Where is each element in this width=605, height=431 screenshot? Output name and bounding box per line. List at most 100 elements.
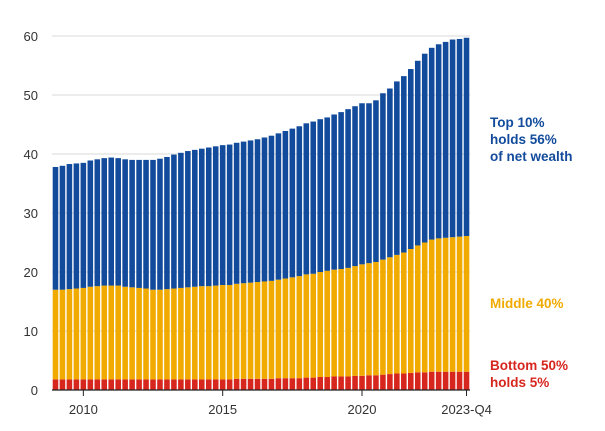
x-tick-label: 2023-Q4 <box>441 402 492 417</box>
x-tick-label: 2010 <box>69 402 98 417</box>
bar-top-10 <box>338 112 344 270</box>
y-tick-label: 30 <box>24 206 38 221</box>
bar-top-10 <box>394 81 400 255</box>
bar-bottom-50 <box>310 377 317 390</box>
bar-top-10 <box>122 159 128 287</box>
y-tick-label: 0 <box>31 383 38 398</box>
bar-top-10 <box>324 117 330 271</box>
bar-bottom-50 <box>449 371 456 390</box>
bar-middle-40 <box>212 285 219 380</box>
bar-middle-40 <box>150 289 156 380</box>
bar-top-10 <box>268 135 275 281</box>
bar-top-10 <box>401 76 407 253</box>
bar-bottom-50 <box>414 372 421 390</box>
y-tick-label: 60 <box>24 29 38 44</box>
bar-bottom-50 <box>373 375 379 390</box>
label-top-line1: Top 10% <box>490 115 545 130</box>
bar-top-10 <box>59 165 66 290</box>
bar-top-10 <box>289 128 296 278</box>
bar-top-10 <box>317 119 323 272</box>
bar-top-10 <box>101 158 108 286</box>
bar-top-10 <box>428 47 435 240</box>
bar-bottom-50 <box>359 375 365 390</box>
bar-bottom-50 <box>345 376 351 390</box>
bar-bottom-50 <box>463 371 470 390</box>
bar-top-10 <box>73 163 80 289</box>
bar-top-10 <box>296 126 303 277</box>
bar-bottom-50 <box>428 371 435 390</box>
bar-middle-40 <box>185 287 191 380</box>
bar-bottom-50 <box>164 379 170 390</box>
bar-bottom-50 <box>387 374 393 390</box>
bar-middle-40 <box>129 287 135 380</box>
bar-top-10 <box>136 159 142 288</box>
bar-middle-40 <box>456 236 463 372</box>
bar-top-10 <box>192 149 198 287</box>
bar-bottom-50 <box>401 373 407 390</box>
x-tick-label: 2015 <box>208 402 237 417</box>
bar-middle-40 <box>199 286 205 380</box>
bar-top-10 <box>310 121 317 274</box>
bar-middle-40 <box>449 237 456 372</box>
bar-middle-40 <box>254 282 261 379</box>
bar-top-10 <box>366 103 372 264</box>
bar-top-10 <box>157 158 163 290</box>
bar-bottom-50 <box>73 379 80 390</box>
bar-middle-40 <box>268 280 275 379</box>
bar-bottom-50 <box>408 372 414 390</box>
bar-middle-40 <box>122 286 128 380</box>
bar-bottom-50 <box>219 379 226 390</box>
bar-top-10 <box>463 37 470 237</box>
bar-middle-40 <box>66 289 73 380</box>
bar-top-10 <box>282 130 289 279</box>
bar-middle-40 <box>108 285 114 380</box>
x-axis-ticks: 2010 2015 2020 2023-Q4 <box>69 390 492 417</box>
y-axis-ticks: 0 10 20 30 40 50 60 <box>24 29 38 398</box>
bar-bottom-50 <box>108 379 114 390</box>
bar-bottom-50 <box>366 375 372 390</box>
bar-middle-40 <box>345 267 351 377</box>
bar-bottom-50 <box>192 379 198 390</box>
bar-bottom-50 <box>240 378 247 390</box>
bar-top-10 <box>199 148 205 287</box>
bar-top-10 <box>80 162 87 288</box>
bar-bottom-50 <box>254 378 261 390</box>
bar-top-10 <box>178 152 184 288</box>
bar-middle-40 <box>136 287 142 380</box>
bar-middle-40 <box>282 278 289 379</box>
bar-middle-40 <box>317 272 323 378</box>
bar-middle-40 <box>192 286 198 380</box>
bar-middle-40 <box>331 269 337 377</box>
bar-middle-40 <box>310 273 317 378</box>
bar-top-10 <box>205 147 212 287</box>
bar-middle-40 <box>463 236 470 372</box>
bar-top-10 <box>66 164 73 290</box>
y-tick-label: 20 <box>24 265 38 280</box>
bar-middle-40 <box>101 285 108 380</box>
bar-bottom-50 <box>380 374 386 390</box>
bar-middle-40 <box>247 282 254 379</box>
gridlines <box>52 35 470 332</box>
bar-top-10 <box>449 39 456 238</box>
bar-bottom-50 <box>261 378 268 390</box>
bar-bottom-50 <box>136 379 142 390</box>
bar-middle-40 <box>226 284 233 380</box>
bar-top-10 <box>233 142 240 284</box>
bar-bottom-50 <box>275 378 282 390</box>
bar-top-10 <box>421 53 428 243</box>
label-bottom-line1: Bottom 50% <box>490 358 568 373</box>
bar-top-10 <box>303 123 310 275</box>
bar-middle-40 <box>435 238 442 372</box>
bar-middle-40 <box>205 286 212 380</box>
bar-middle-40 <box>73 288 80 380</box>
bar-bottom-50 <box>212 379 219 390</box>
label-top-line2: holds 56% <box>490 132 557 147</box>
bar-middle-40 <box>219 284 226 380</box>
bar-top-10 <box>345 109 351 268</box>
bar-middle-40 <box>94 286 101 380</box>
bar-top-10 <box>435 44 442 239</box>
bar-top-10 <box>261 137 268 282</box>
bar-bottom-50 <box>80 379 87 390</box>
bar-bottom-50 <box>317 377 323 390</box>
